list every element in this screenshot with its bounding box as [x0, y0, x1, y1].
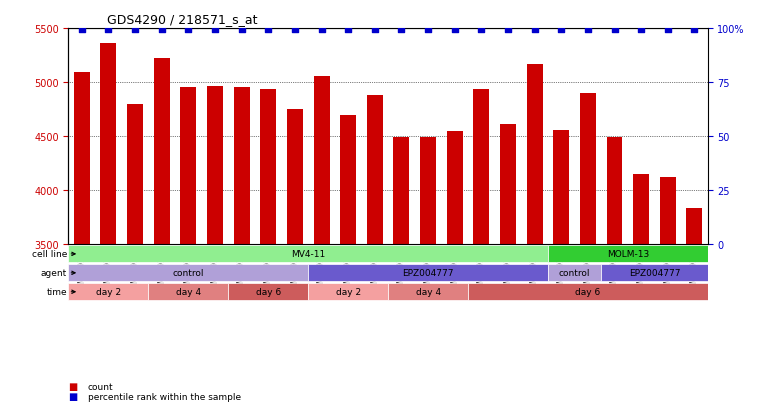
Text: percentile rank within the sample: percentile rank within the sample — [88, 392, 240, 401]
Point — [528, 27, 540, 33]
Text: control: control — [173, 269, 204, 278]
FancyBboxPatch shape — [548, 246, 708, 263]
Text: day 4: day 4 — [416, 287, 441, 297]
Text: EPZ004777: EPZ004777 — [629, 269, 680, 278]
FancyBboxPatch shape — [548, 265, 601, 282]
Bar — [553, 131, 569, 413]
Bar — [180, 88, 196, 413]
Bar — [367, 96, 383, 413]
Point — [475, 27, 487, 33]
FancyBboxPatch shape — [468, 284, 708, 301]
FancyBboxPatch shape — [68, 284, 148, 301]
Bar — [154, 59, 170, 413]
Point — [396, 27, 408, 33]
Bar — [580, 94, 596, 413]
Bar — [207, 87, 223, 413]
Point — [289, 27, 301, 33]
Point — [315, 27, 327, 33]
Point — [608, 27, 620, 33]
Bar — [500, 125, 516, 413]
Bar — [127, 104, 143, 413]
Text: count: count — [88, 382, 113, 391]
Point — [555, 27, 567, 33]
Point — [661, 27, 674, 33]
Bar — [607, 138, 622, 413]
Point — [236, 27, 248, 33]
Bar — [420, 138, 436, 413]
Bar — [686, 208, 702, 413]
FancyBboxPatch shape — [308, 284, 388, 301]
Text: MV4-11: MV4-11 — [291, 250, 326, 259]
Bar — [527, 64, 543, 413]
Bar — [74, 73, 90, 413]
Bar — [447, 131, 463, 413]
FancyBboxPatch shape — [148, 284, 228, 301]
Text: day 2: day 2 — [336, 287, 361, 297]
Text: control: control — [559, 269, 591, 278]
Bar — [314, 76, 330, 413]
Point — [75, 27, 88, 33]
FancyBboxPatch shape — [228, 284, 308, 301]
Point — [262, 27, 274, 33]
FancyBboxPatch shape — [68, 246, 548, 263]
Text: GDS4290 / 218571_s_at: GDS4290 / 218571_s_at — [107, 13, 257, 26]
Bar — [260, 89, 276, 413]
Text: ■: ■ — [68, 392, 78, 401]
Point — [688, 27, 700, 33]
Point — [102, 27, 114, 33]
FancyBboxPatch shape — [308, 265, 548, 282]
Bar — [660, 178, 676, 413]
Point — [635, 27, 647, 33]
FancyBboxPatch shape — [601, 265, 708, 282]
Bar — [473, 89, 489, 413]
Text: time: time — [46, 287, 67, 297]
Point — [209, 27, 221, 33]
Text: day 6: day 6 — [256, 287, 281, 297]
Text: cell line: cell line — [32, 250, 67, 259]
Text: EPZ004777: EPZ004777 — [403, 269, 454, 278]
Point — [502, 27, 514, 33]
Point — [422, 27, 434, 33]
Text: ■: ■ — [68, 381, 78, 391]
Bar — [633, 175, 649, 413]
Point — [129, 27, 142, 33]
Point — [368, 27, 380, 33]
Bar — [234, 88, 250, 413]
Point — [155, 27, 167, 33]
Point — [449, 27, 461, 33]
FancyBboxPatch shape — [388, 284, 468, 301]
Point — [342, 27, 354, 33]
Text: day 4: day 4 — [176, 287, 201, 297]
Bar — [340, 115, 356, 413]
Text: MOLM-13: MOLM-13 — [607, 250, 649, 259]
Point — [182, 27, 194, 33]
Text: day 6: day 6 — [575, 287, 600, 297]
Text: agent: agent — [41, 269, 67, 278]
Bar — [287, 110, 303, 413]
FancyBboxPatch shape — [68, 265, 308, 282]
Text: day 2: day 2 — [96, 287, 121, 297]
Bar — [100, 44, 116, 413]
Bar — [393, 138, 409, 413]
Point — [581, 27, 594, 33]
